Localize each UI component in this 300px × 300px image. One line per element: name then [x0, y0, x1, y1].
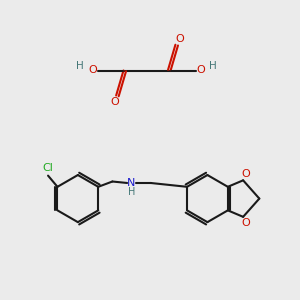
Text: H: H [209, 61, 217, 71]
Text: O: O [110, 97, 119, 107]
Text: Cl: Cl [42, 163, 53, 173]
Text: O: O [196, 65, 205, 75]
Text: O: O [241, 218, 250, 228]
Text: H: H [76, 61, 84, 71]
Text: H: H [128, 188, 135, 197]
Text: O: O [241, 169, 250, 179]
Text: O: O [89, 65, 98, 75]
Text: N: N [127, 178, 136, 188]
Text: O: O [175, 34, 184, 44]
